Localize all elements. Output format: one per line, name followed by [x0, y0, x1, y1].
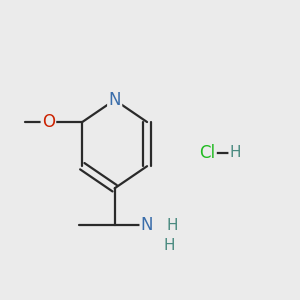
Text: N: N	[141, 216, 153, 234]
Text: H: H	[164, 238, 175, 253]
Text: O: O	[42, 113, 55, 131]
Text: H: H	[166, 218, 178, 232]
Text: N: N	[108, 91, 121, 109]
Text: H: H	[230, 146, 241, 160]
Text: Cl: Cl	[200, 144, 215, 162]
